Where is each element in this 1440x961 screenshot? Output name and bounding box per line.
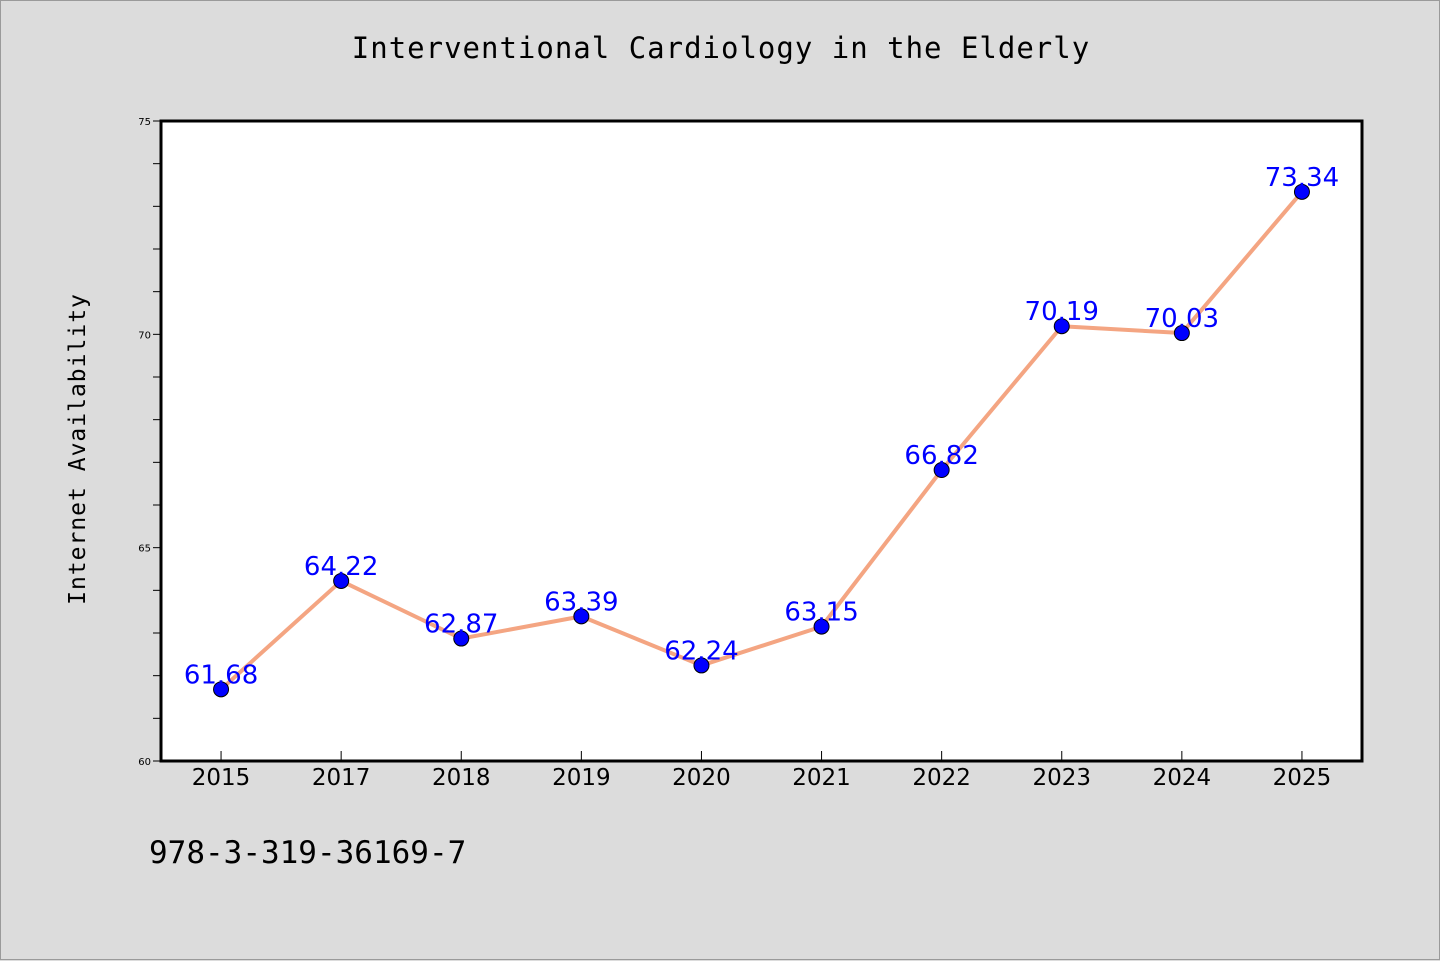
x-tick-label: 2015 xyxy=(192,765,251,791)
y-tick-label: 75 xyxy=(138,117,151,128)
y-tick-label: 65 xyxy=(138,544,151,555)
isbn-text: 978-3-319-36169-7 xyxy=(149,835,467,871)
data-label: 63.39 xyxy=(544,587,618,617)
x-tick-label: 2023 xyxy=(1032,765,1091,791)
data-label: 62.87 xyxy=(424,610,498,640)
data-label: 66.82 xyxy=(904,441,978,471)
data-label: 64.22 xyxy=(304,552,378,582)
y-tick-label: 60 xyxy=(138,757,151,768)
data-label: 73.34 xyxy=(1265,163,1339,193)
data-point xyxy=(1173,325,1190,342)
data-point xyxy=(573,608,590,625)
data-label: 63.15 xyxy=(784,598,858,628)
data-point xyxy=(1293,183,1310,200)
series-points-group xyxy=(213,183,1310,698)
data-label: 62.24 xyxy=(664,636,738,666)
data-label: 70.03 xyxy=(1145,304,1219,334)
data-labels-group: 61.68 64.22 62.87 63.39 62.24 63.15 66.82 70.19… xyxy=(184,163,1339,690)
data-label: 70.19 xyxy=(1025,297,1099,327)
data-point xyxy=(813,618,830,635)
data-point xyxy=(933,462,950,479)
series-line-group xyxy=(219,190,1304,691)
y-axis-ticks: 60 65 70 75 xyxy=(138,117,161,768)
data-point xyxy=(213,681,230,698)
x-tick-label: 2018 xyxy=(432,765,491,791)
plot-area xyxy=(159,119,1364,763)
x-axis-ticks: 2015 2017 2018 2019 2020 2021 2022 2023 2024 2025 xyxy=(192,751,1331,791)
y-minor-ticks xyxy=(153,163,161,719)
data-point xyxy=(453,630,470,647)
x-tick-label: 2017 xyxy=(312,765,371,791)
chart-title: Interventional Cardiology in the Elderly xyxy=(351,31,1091,65)
x-tick-label: 2025 xyxy=(1273,765,1332,791)
data-point xyxy=(693,657,710,674)
y-tick-label: 70 xyxy=(138,330,151,341)
x-tick-label: 2021 xyxy=(792,765,851,791)
data-label: 61.68 xyxy=(184,660,258,690)
x-tick-label: 2022 xyxy=(912,765,971,791)
data-point xyxy=(333,572,350,589)
data-point xyxy=(1053,318,1070,335)
x-tick-label: 2024 xyxy=(1153,765,1212,791)
series-line xyxy=(219,190,1304,691)
x-tick-label: 2020 xyxy=(672,765,731,791)
x-tick-label: 2019 xyxy=(552,765,611,791)
